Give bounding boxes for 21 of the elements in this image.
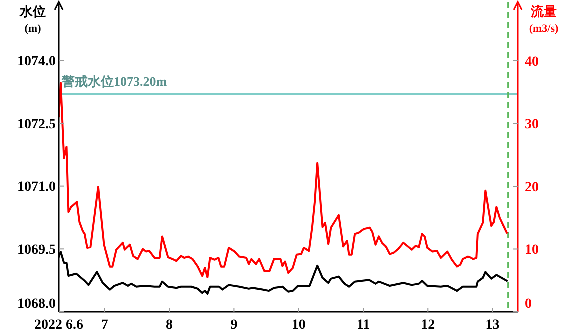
y-tick-label: 1074.0 xyxy=(18,54,56,70)
y-tick-label: 1068.0 xyxy=(18,296,56,312)
y-tick-label: 1069.5 xyxy=(18,243,56,258)
x-tick-label: 12 xyxy=(421,318,436,333)
x-tick-label: 7 xyxy=(101,318,108,333)
y-axis-title: 水位 (m) xyxy=(19,4,46,35)
y-tick-label: 1072.5 xyxy=(18,117,56,132)
y2-tick-label: 0 xyxy=(525,296,532,312)
ref-line-label: 警戒水位1073.20m xyxy=(61,74,168,90)
x-tick-label: 8 xyxy=(166,318,174,333)
y2-tick-label: 20 xyxy=(525,180,539,196)
y2-tick-label: 40 xyxy=(525,54,539,70)
y2-tick-label: 10 xyxy=(525,243,539,258)
x-tick-label: 11 xyxy=(356,318,370,333)
x-tick-label: 9 xyxy=(230,318,238,333)
y2-tick-label: 30 xyxy=(525,118,539,133)
y2-axis-title: 流量 (m3/s) xyxy=(529,4,559,35)
x-tick-label: 2022 6.6 xyxy=(34,318,84,333)
x-tick-label: 10 xyxy=(292,318,306,333)
x-tick-label: 13 xyxy=(486,318,500,333)
y-tick-label: 1071.0 xyxy=(18,180,56,196)
